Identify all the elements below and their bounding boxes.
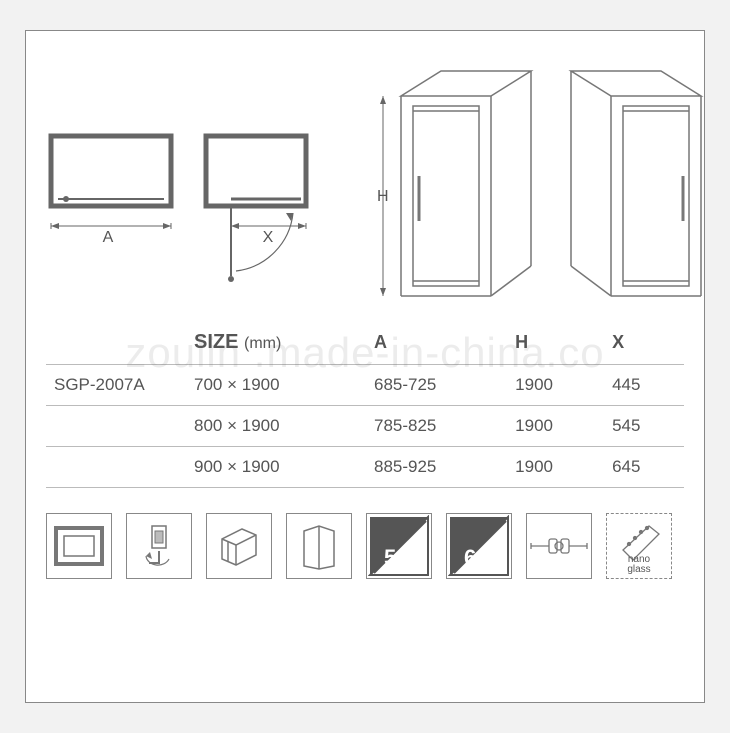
feature-icons-row: 5 6 (26, 488, 704, 604)
table-row: SGP-2007A 700 × 1900 685-725 1900 445 (46, 365, 684, 406)
cell-h: 1900 (507, 447, 604, 488)
cell-a: 685-725 (366, 365, 507, 406)
feature-icon-panel (46, 513, 112, 579)
cell-x: 445 (604, 365, 684, 406)
glass-5-label: 5 (384, 545, 396, 570)
feature-icon-corner (286, 513, 352, 579)
cell-x: 645 (604, 447, 684, 488)
feature-icon-hinge (126, 513, 192, 579)
nano-glass-label-2: glass (627, 564, 650, 575)
th-h: H (507, 321, 604, 365)
size-table: SIZE (mm) A H X SGP-2007A 700 × 1900 685… (26, 321, 704, 488)
th-unit: (mm) (244, 335, 281, 352)
model-cell: SGP-2007A (46, 365, 186, 406)
dim-h-label-1: H (377, 188, 389, 205)
dim-a-label: A (103, 229, 114, 246)
cell-size: 700 × 1900 (186, 365, 366, 406)
feature-icon-connector (526, 513, 592, 579)
th-x: X (604, 321, 684, 365)
spec-sheet-frame: zoulin .made-in-china.co A (25, 30, 705, 703)
iso-view-left: H (371, 56, 541, 311)
cell-a: 885-925 (366, 447, 507, 488)
th-a: A (366, 321, 507, 365)
feature-icon-glass-6: 6 (446, 513, 512, 579)
table-row: 900 × 1900 885-925 1900 645 (46, 447, 684, 488)
plan-view-a: A (46, 131, 176, 251)
cell-h: 1900 (507, 406, 604, 447)
cell-x: 545 (604, 406, 684, 447)
cell-h: 1900 (507, 365, 604, 406)
cell-size: 900 × 1900 (186, 447, 366, 488)
iso-view-right: H (561, 56, 705, 311)
feature-icon-nano-glass: nano glass (606, 513, 672, 579)
feature-icon-profile (206, 513, 272, 579)
cell-size: 800 × 1900 (186, 406, 366, 447)
feature-icon-glass-5: 5 (366, 513, 432, 579)
table-row: 800 × 1900 785-825 1900 545 (46, 406, 684, 447)
diagram-section: A X (26, 31, 704, 321)
dim-x-label: X (263, 229, 274, 246)
iso-views: H (371, 56, 705, 311)
cell-a: 785-825 (366, 406, 507, 447)
plan-view-x: X (201, 131, 331, 311)
glass-6-label: 6 (464, 545, 476, 570)
th-size: SIZE (194, 331, 238, 353)
